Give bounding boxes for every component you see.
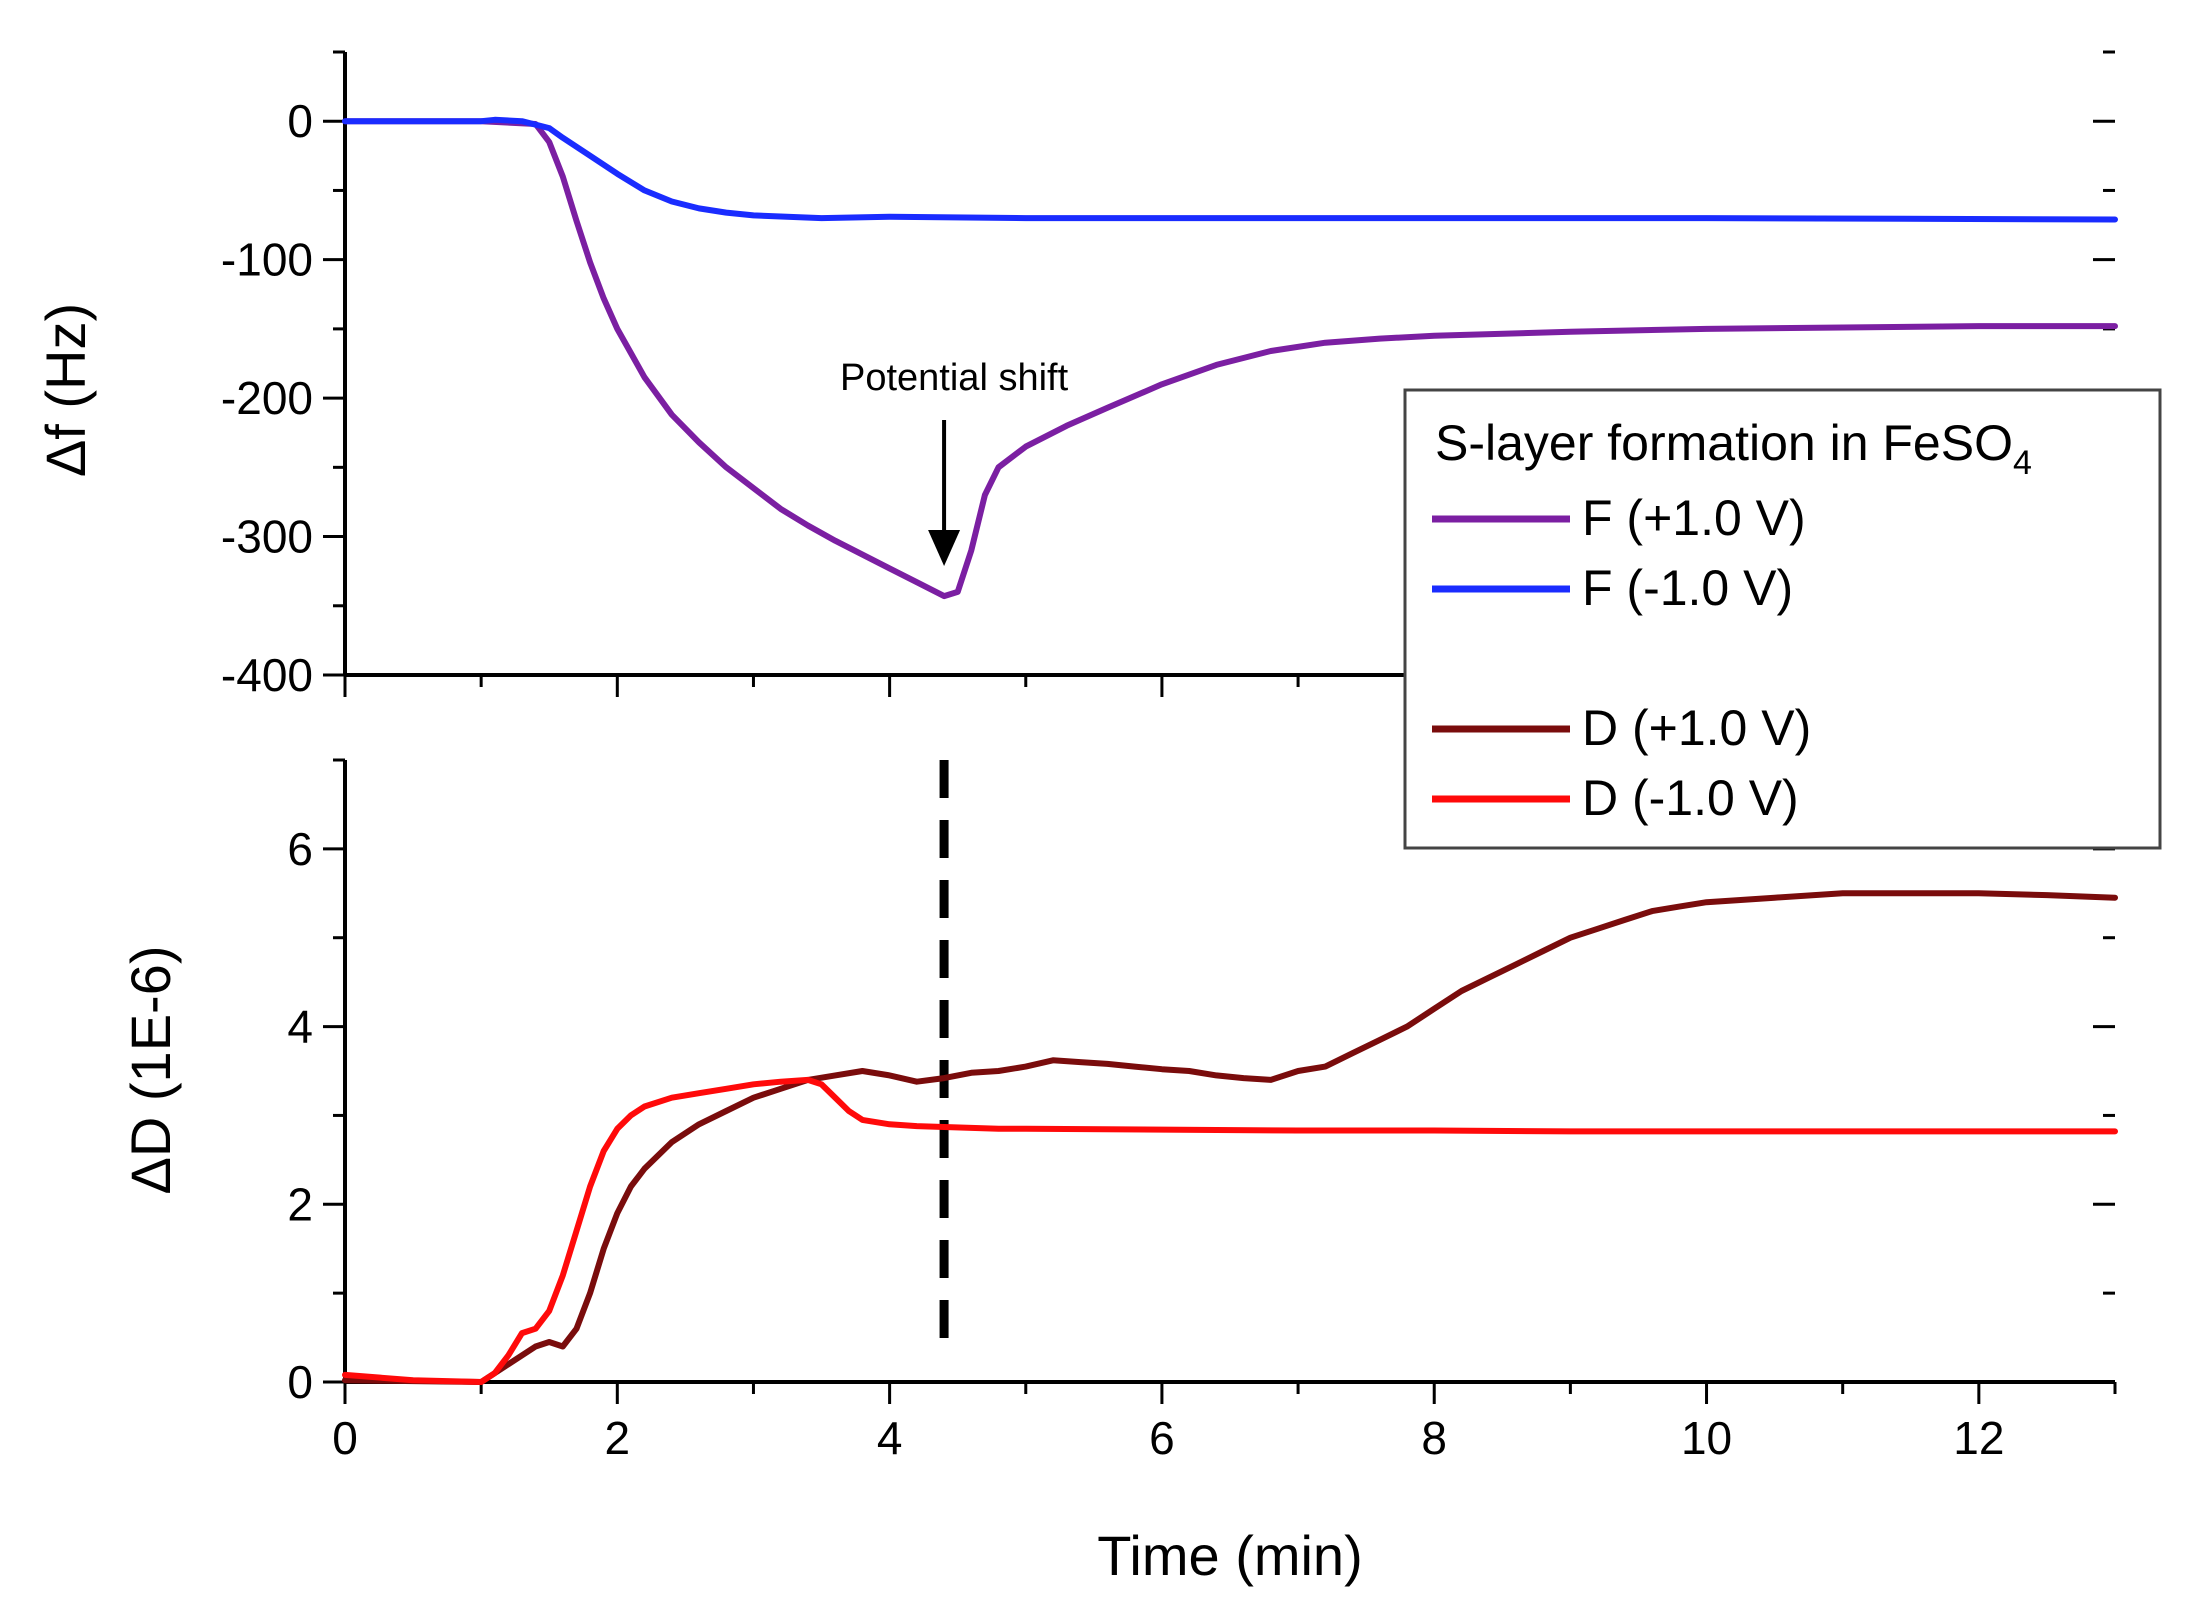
legend-box [1403, 388, 2162, 850]
y-tick-label: -100 [221, 234, 313, 286]
bottom-series-group [342, 890, 2118, 1385]
x-tick-label: 2 [605, 1412, 631, 1464]
y-tick-label: -400 [221, 649, 313, 701]
y-tick-label: 4 [287, 1001, 313, 1053]
x-tick-label: 0 [332, 1412, 358, 1464]
legend-entries: F (+1.0 V) F (-1.0 V) D (+1.0 V) D (-1.0 V) [1432, 490, 1811, 826]
y-tick-label: 0 [287, 95, 313, 147]
top-ticks: 0 -100 -200 -300 -400 [221, 50, 2117, 701]
legend-title-main: S-layer formation in FeSO [1435, 415, 2013, 471]
y-tick-label: -200 [221, 372, 313, 424]
top-y-axis-title: Δf (Hz) [34, 303, 97, 477]
x-tick-label: 12 [1953, 1412, 2004, 1464]
y-tick-label: 0 [287, 1356, 313, 1408]
annotation-text: Potential shift [840, 357, 1069, 399]
legend-title: S-layer formation in FeSO4 [1435, 415, 2032, 482]
x-tick-label: 6 [1149, 1412, 1175, 1464]
series-line-f-minus [342, 116, 2118, 223]
top-series-group [342, 116, 2118, 600]
annotation-arrow-head [928, 530, 961, 566]
bottom-ticks: 0 2 4 6 0 2 4 6 8 10 12 [287, 758, 2117, 1464]
legend-label: D (+1.0 V) [1582, 700, 1811, 756]
x-tick-label: 10 [1681, 1412, 1732, 1464]
legend-label: F (-1.0 V) [1582, 560, 1793, 616]
y-tick-label: -300 [221, 511, 313, 563]
legend: S-layer formation in FeSO4 F (+1.0 V)F (… [1403, 388, 2162, 850]
top-panel: 0 -100 -200 -300 -400 Δf (Hz) Potential shif… [34, 50, 2118, 701]
series-line-f-plus [342, 118, 2118, 600]
bottom-y-axis-title: ΔD (1E-6) [119, 946, 182, 1195]
x-axis-title: Time (min) [1097, 1524, 1362, 1587]
bottom-panel: 0 2 4 6 0 2 4 6 8 10 12 ΔD (1E-6) Time (min) [119, 758, 2118, 1587]
legend-title-subscript: 4 [2013, 444, 2032, 482]
series-line-d-plus [342, 890, 2118, 1385]
y-tick-label: 2 [287, 1178, 313, 1230]
legend-label: F (+1.0 V) [1582, 490, 1806, 546]
x-tick-label: 4 [877, 1412, 903, 1464]
y-tick-label: 6 [287, 823, 313, 875]
x-tick-label: 8 [1421, 1412, 1447, 1464]
legend-label: D (-1.0 V) [1582, 770, 1799, 826]
series-line-d-minus [342, 1076, 2118, 1385]
